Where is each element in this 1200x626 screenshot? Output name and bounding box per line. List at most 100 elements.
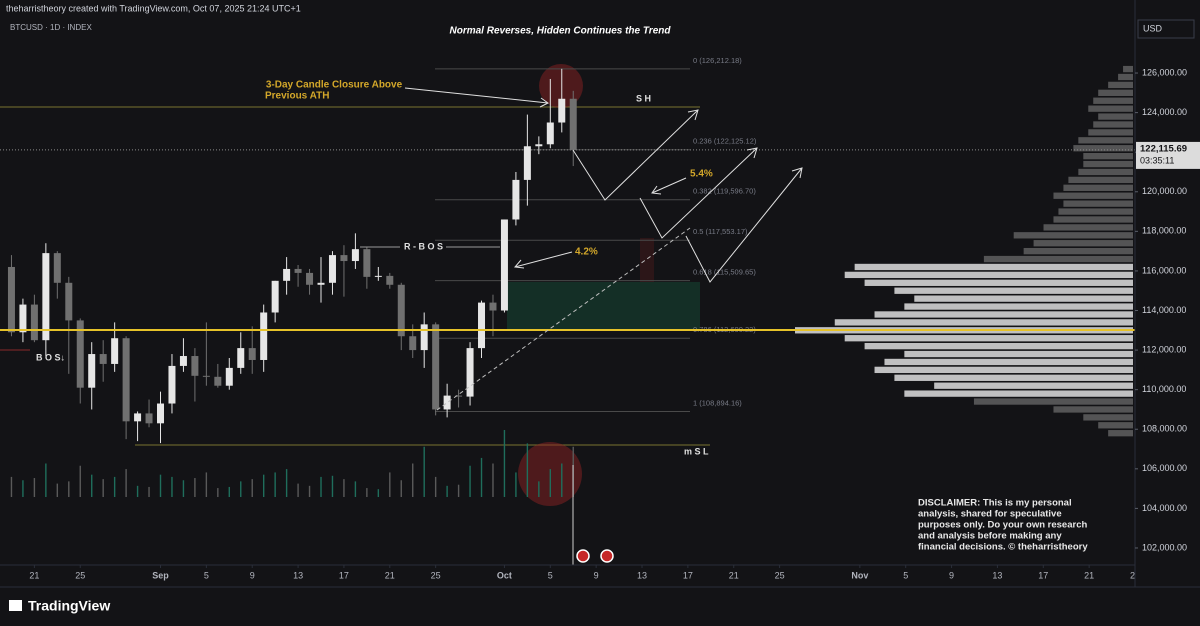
y-tick-label: 118,000.00	[1142, 226, 1186, 236]
profile-bar	[1088, 129, 1133, 136]
x-tick-label: 9	[250, 570, 255, 580]
volume-bar	[343, 479, 345, 497]
volume-bar	[194, 478, 196, 497]
annotation: m S L	[684, 446, 709, 456]
profile-bar	[874, 311, 1133, 318]
candle-body	[489, 302, 497, 311]
candle-body	[328, 255, 336, 283]
x-tick-label: 5	[903, 570, 908, 580]
candle-body	[248, 348, 256, 360]
arrow-head	[514, 259, 525, 269]
candle-body	[168, 365, 176, 404]
x-tick-label: Nov	[851, 570, 868, 580]
x-tick-label: 17	[1038, 570, 1048, 580]
arrow	[404, 87, 549, 104]
profile-bar	[934, 382, 1133, 389]
profile-bar	[1023, 247, 1133, 255]
volume-bar	[240, 481, 242, 497]
price-axis-panel	[1135, 0, 1200, 587]
candle-body	[111, 338, 119, 364]
candle-body	[42, 253, 50, 341]
candle-body	[157, 403, 165, 424]
candle-body	[397, 284, 405, 337]
event-icon[interactable]	[600, 549, 614, 563]
profile-bar	[894, 374, 1133, 381]
candle-body	[558, 98, 566, 123]
arrow	[514, 251, 573, 268]
volume-bar	[469, 465, 471, 497]
y-tick-label: 112,000.00	[1142, 344, 1186, 354]
profile-bar	[1098, 113, 1133, 120]
arrow	[651, 177, 687, 194]
x-tick-label: 9	[949, 570, 954, 580]
arrow	[639, 147, 758, 239]
event-icon[interactable]	[576, 549, 590, 563]
profile-bar	[1033, 240, 1133, 247]
candle-body	[271, 280, 279, 313]
candle-body	[340, 255, 348, 262]
candle-body	[546, 122, 554, 145]
candle-body	[202, 375, 210, 377]
candle-body	[443, 395, 451, 410]
trend-line	[436, 227, 691, 411]
volume-bar	[33, 478, 36, 497]
volume-bar	[136, 485, 139, 497]
x-tick-label: 25	[775, 570, 785, 580]
y-tick-label: 106,000.00	[1142, 463, 1187, 473]
candle-body	[134, 413, 142, 422]
y-tick-label: 102,000.00	[1142, 542, 1187, 552]
profile-bar	[864, 342, 1133, 350]
volume-bar	[205, 472, 208, 497]
candle-body	[374, 275, 382, 277]
profile-bar	[1098, 89, 1133, 96]
disclaimer-line: and analysis before making any	[918, 531, 1062, 542]
volume-bar	[182, 480, 185, 497]
y-tick-label: 104,000.00	[1142, 503, 1187, 513]
x-tick-label: 5	[204, 570, 209, 580]
profile-bar	[844, 271, 1133, 279]
volume-bar	[102, 479, 104, 497]
disclaimer: DISCLAIMER: This is my personal analysis…	[918, 498, 1088, 553]
volume-bar	[22, 480, 24, 497]
volume-bar	[274, 472, 276, 497]
candle-body	[386, 275, 394, 285]
y-tick-label: 126,000.00	[1142, 67, 1187, 77]
x-tick-label: 5	[548, 570, 553, 580]
profile-bar	[904, 390, 1133, 397]
profile-bar	[1053, 192, 1133, 199]
y-tick-label: 108,000.00	[1142, 424, 1187, 434]
profile-bar	[1108, 430, 1133, 437]
x-tick-label: 13	[992, 570, 1002, 580]
volume-bar	[68, 481, 70, 497]
header: theharristheory created with TradingView…	[6, 3, 301, 13]
profile-bar	[1068, 176, 1133, 184]
x-tick-label: 17	[339, 570, 349, 580]
profile-bar	[1093, 97, 1133, 104]
volume-bar	[446, 485, 448, 497]
volume-bar	[262, 474, 265, 497]
arrow	[572, 109, 699, 201]
profile-bar	[1043, 224, 1133, 231]
volume-bar	[331, 475, 334, 497]
annotation: 5.4%	[690, 169, 713, 180]
annotation: S H	[636, 93, 651, 103]
volume-bar	[423, 446, 425, 497]
candle-body	[76, 320, 84, 388]
candle-body	[351, 249, 359, 262]
volume-bar	[412, 463, 414, 497]
currency-box[interactable]	[1137, 19, 1195, 39]
symbol: BTCUSD · 1D · INDEX	[10, 23, 92, 32]
fib-label: 0.5 (117,553.17)	[693, 227, 748, 236]
volume-bar	[377, 489, 380, 497]
y-tick-label: 114,000.00	[1142, 305, 1186, 315]
profile-bar	[1063, 200, 1133, 207]
profile-bar	[844, 335, 1133, 342]
x-tick-label: Oct	[497, 570, 512, 580]
candle-body	[569, 98, 577, 150]
x-tick-label: 17	[683, 570, 693, 580]
volume-bar	[217, 488, 219, 497]
disclaimer-line: purposes only. Do your own research	[918, 520, 1087, 531]
profile-bar	[914, 295, 1133, 302]
order-block	[507, 282, 700, 330]
